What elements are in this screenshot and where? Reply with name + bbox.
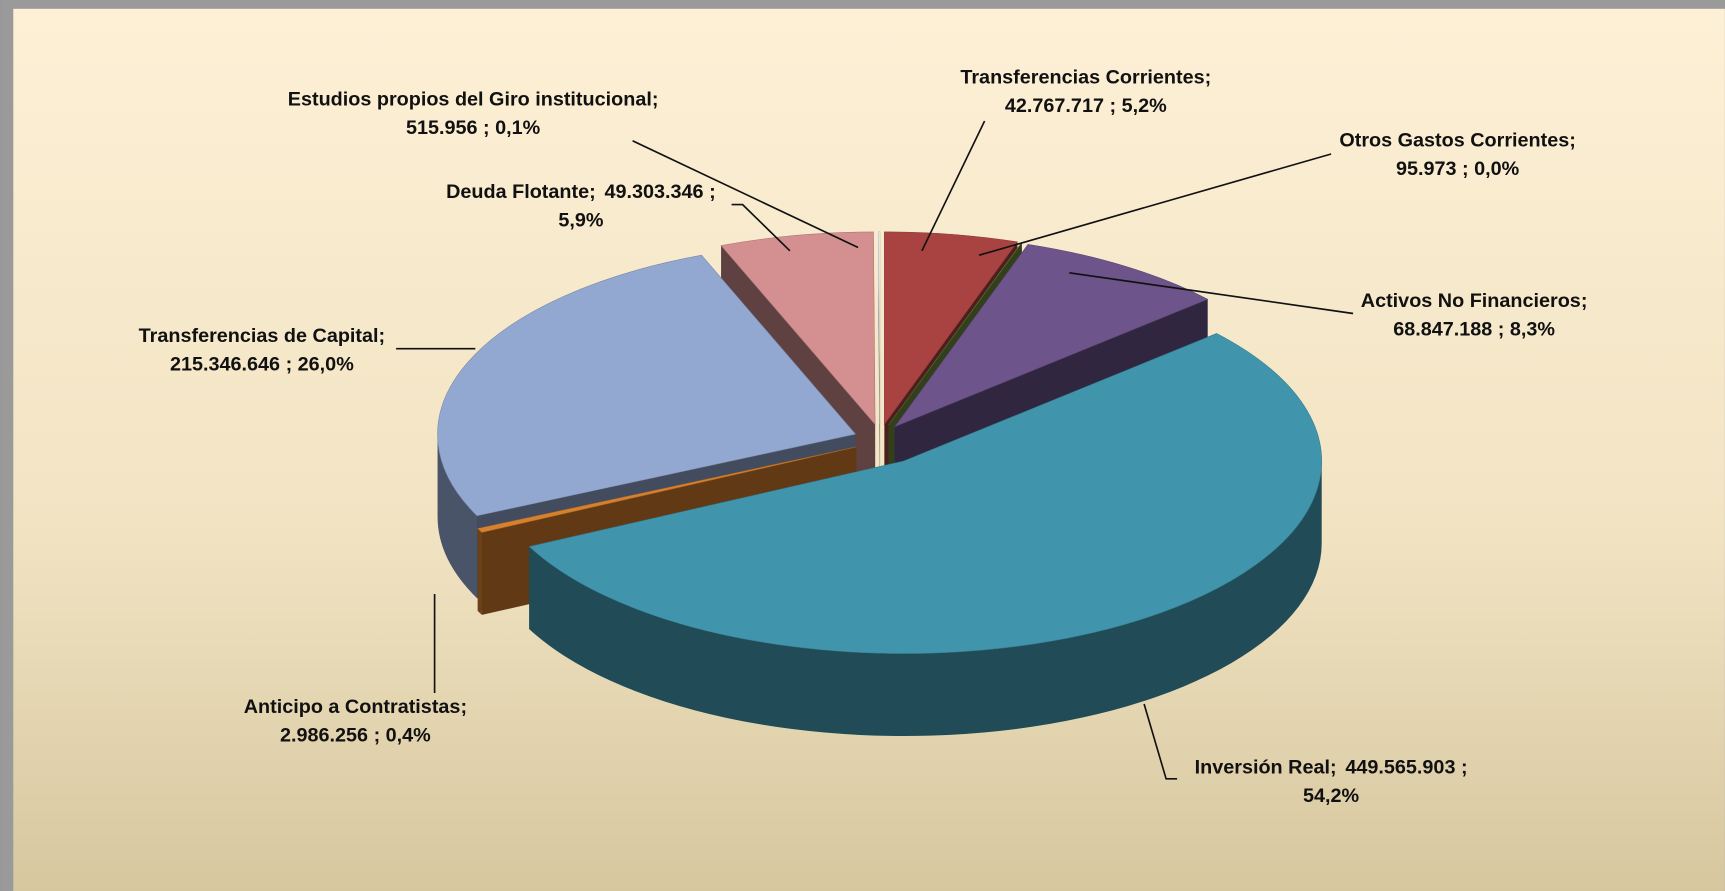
label-part: ; [1462, 158, 1469, 180]
leader-line [978, 153, 1332, 256]
label-part: 0,4% [386, 724, 432, 746]
slice-wall [477, 528, 482, 615]
label-part: 5,2% [1122, 95, 1168, 117]
slice [884, 231, 1018, 426]
label-part: Otros Gastos Corrientes [1339, 129, 1569, 151]
label-part: ; [1461, 756, 1468, 778]
label-part: ; [1109, 95, 1116, 117]
slice-wall [529, 461, 1322, 737]
label-part: 68.847.188 [1393, 319, 1492, 341]
label-part: 215.346.646 [170, 354, 280, 376]
label-part: ; [286, 354, 293, 376]
label-part: ; [1498, 319, 1505, 341]
leader-line [921, 120, 986, 252]
label-part: ; [1330, 756, 1337, 778]
leader-line [1069, 271, 1354, 315]
label-part: 2.986.256 [280, 724, 368, 746]
label-part: ; [589, 181, 596, 203]
data-label: Anticipo a Contratistas; 2.986.256; 0,4% [244, 696, 467, 747]
label-part: 5,9% [558, 210, 604, 232]
data-label: Estudios propios del Giro institucional;… [288, 89, 659, 140]
label-part: Transferencias de Capital [139, 325, 379, 347]
label-part: Anticipo a Contratistas [244, 696, 461, 718]
label-part: 8,3% [1510, 319, 1556, 341]
label-part: Transferencias Corrientes [960, 67, 1204, 89]
data-label: Transferencias Corrientes; 42.767.717; 5,2… [960, 67, 1211, 118]
slice [878, 231, 881, 425]
label-part: 0,1% [495, 117, 541, 139]
label-part: ; [483, 117, 490, 139]
slice [720, 231, 876, 426]
data-label: Inversión Real; 449.565.903; 54,2% [1195, 756, 1468, 807]
label-part: 0,0% [1474, 158, 1520, 180]
slice [437, 254, 857, 517]
data-label: Deuda Flotante; 49.303.346; 5,9% [446, 181, 716, 232]
slice [893, 244, 1209, 428]
data-label: Otros Gastos Corrientes; 95.973; 0,0% [1339, 129, 1576, 180]
data-label: Transferencias de Capital; 215.346.646; 26… [139, 325, 385, 376]
data-label: Activos No Financieros; 68.847.188; 8,3% [1361, 290, 1588, 341]
label-part: ; [1569, 129, 1576, 151]
slice [528, 333, 1322, 654]
label-part: 54,2% [1303, 785, 1360, 807]
label-part: 449.565.903 [1345, 756, 1455, 778]
label-part: Estudios propios del Giro institucional [288, 89, 652, 111]
leader-line [632, 140, 859, 249]
label-part: 26,0% [298, 354, 355, 376]
label-part: 49.303.346 [605, 181, 704, 203]
label-part: ; [652, 89, 659, 111]
label-part: ; [460, 696, 467, 718]
leader-line [731, 203, 791, 252]
slice [477, 446, 857, 533]
leader-line [1143, 703, 1178, 780]
label-part: ; [379, 325, 386, 347]
label-part: ; [709, 181, 716, 203]
label-part: 515.956 [406, 117, 478, 139]
label-part: 42.767.717 [1005, 95, 1104, 117]
slice-wall [437, 434, 478, 599]
label-part: Activos No Financieros [1361, 290, 1581, 312]
label-part: 95.973 [1396, 158, 1457, 180]
label-part: Deuda Flotante [446, 181, 589, 203]
label-part: Inversión Real [1195, 756, 1330, 778]
label-part: ; [1581, 290, 1588, 312]
label-part: ; [1205, 67, 1212, 89]
label-part: ; [374, 724, 381, 746]
